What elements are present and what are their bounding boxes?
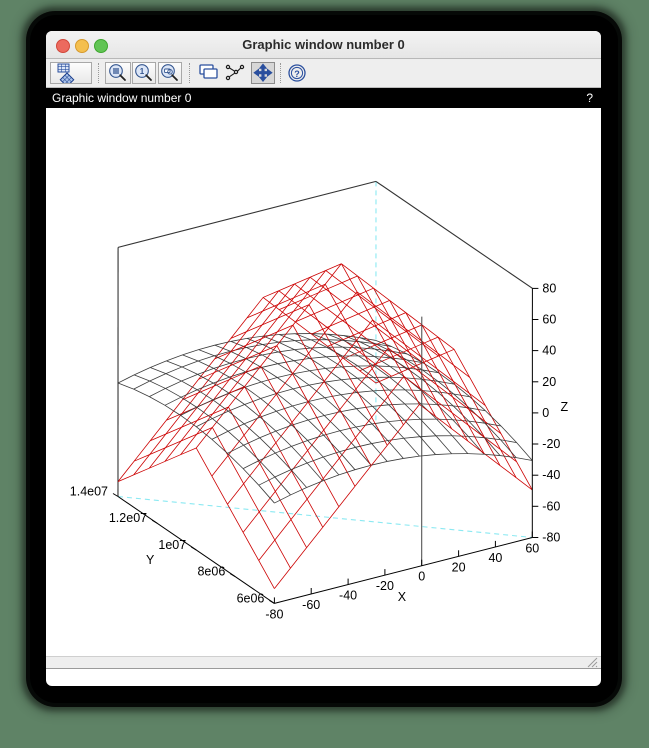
svg-text:0: 0 — [542, 406, 549, 420]
svg-text:-80: -80 — [542, 531, 560, 545]
svg-text:-40: -40 — [542, 468, 560, 482]
svg-text:-80: -80 — [265, 607, 283, 621]
svg-text:20: 20 — [542, 375, 556, 389]
svg-text:0: 0 — [418, 570, 425, 584]
svg-text:-20: -20 — [376, 579, 394, 593]
svg-text:-20: -20 — [542, 437, 560, 451]
svg-text:Y: Y — [146, 553, 155, 567]
svg-text:6e06: 6e06 — [237, 591, 265, 605]
svg-text:60: 60 — [525, 542, 539, 556]
svg-text:40: 40 — [488, 551, 502, 565]
svg-text:1.2e07: 1.2e07 — [109, 511, 147, 525]
svg-text:20: 20 — [452, 560, 466, 574]
svg-text:X: X — [398, 590, 407, 604]
svg-text:1: 1 — [140, 67, 145, 76]
svg-text:-60: -60 — [302, 598, 320, 612]
svg-text:8e06: 8e06 — [197, 565, 225, 579]
svg-text:?: ? — [294, 69, 300, 79]
svg-text:-40: -40 — [339, 589, 357, 603]
svg-text:40: 40 — [542, 344, 556, 358]
svg-text:1e07: 1e07 — [158, 538, 186, 552]
svg-text:80: 80 — [542, 281, 556, 295]
svg-text:1.4e07: 1.4e07 — [70, 485, 108, 499]
svg-text:Z: Z — [560, 400, 568, 414]
svg-text:-60: -60 — [542, 499, 560, 513]
svg-text:60: 60 — [542, 313, 556, 327]
